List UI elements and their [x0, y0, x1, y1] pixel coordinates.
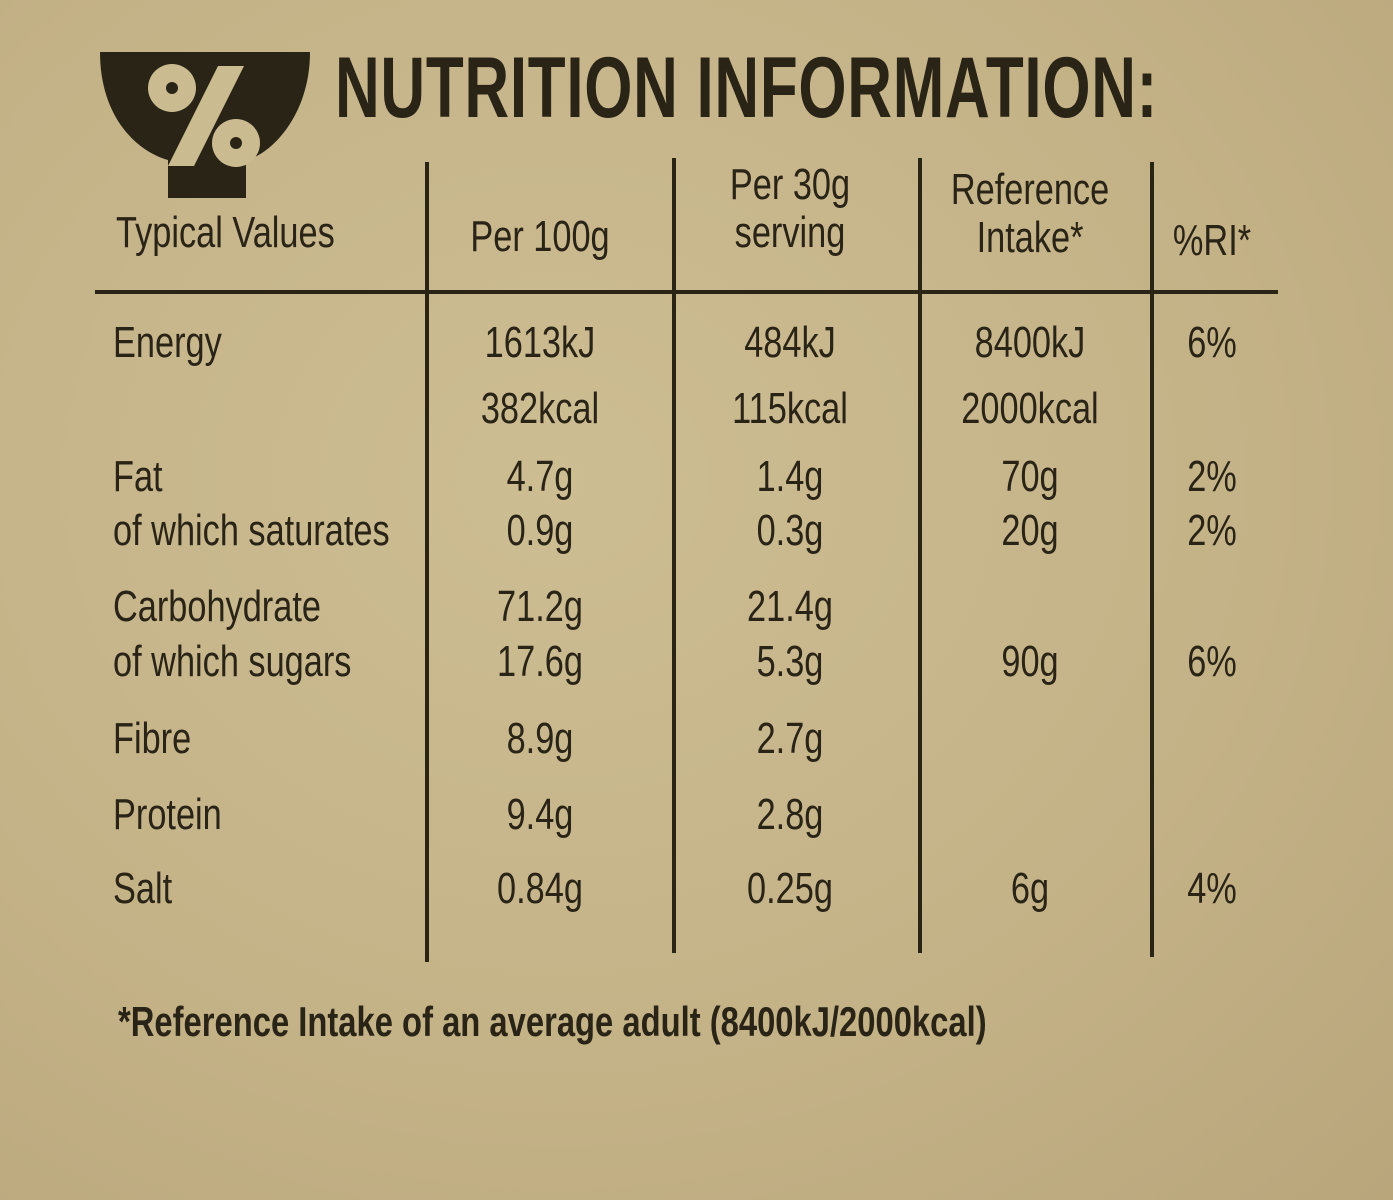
cell-pri: 4%: [1187, 864, 1237, 913]
column-divider: [425, 162, 429, 962]
column-divider: [918, 158, 922, 953]
cell-per30: 115kcal: [732, 384, 848, 433]
cell-ri: 2000kcal: [961, 384, 1099, 433]
cell-per100: 9.4g: [506, 790, 574, 839]
header-divider: [95, 290, 1278, 294]
row-label: Energy: [113, 318, 222, 367]
row-label: Salt: [113, 864, 173, 913]
header-percent-ri: %RI*: [1172, 216, 1252, 265]
row-label: Carbohydrate: [113, 582, 321, 631]
cell-pri: 2%: [1187, 506, 1237, 555]
cell-per30: 0.3g: [756, 506, 824, 555]
cell-per100: 382kcal: [480, 384, 600, 433]
header-typical-values: Typical Values: [116, 208, 335, 257]
row-label: of which saturates: [113, 506, 390, 555]
header-reference-intake: Reference: [950, 165, 1110, 214]
cell-per30: 0.25g: [747, 864, 833, 913]
cell-ri: 20g: [1001, 506, 1059, 555]
footnote: *Reference Intake of an average adult (8…: [118, 998, 987, 1045]
cell-per30: 484kJ: [744, 318, 836, 367]
cell-per30: 21.4g: [747, 582, 833, 631]
cell-pri: 6%: [1187, 637, 1237, 686]
cell-per30: 2.8g: [756, 790, 824, 839]
cell-per100: 17.6g: [497, 637, 583, 686]
header-per-30g: serving: [734, 208, 846, 257]
cell-per100: 4.7g: [506, 452, 574, 501]
cell-ri: 90g: [1001, 637, 1059, 686]
row-label: Fat: [113, 452, 163, 501]
cell-ri: 6g: [1010, 864, 1050, 913]
column-divider: [672, 158, 676, 953]
bowl-percent-icon: [100, 52, 310, 198]
cell-ri: 8400kJ: [974, 318, 1086, 367]
column-divider: [1150, 162, 1154, 957]
row-label: Fibre: [113, 714, 192, 763]
cell-per30: 5.3g: [756, 637, 824, 686]
cell-pri: 2%: [1187, 452, 1237, 501]
page-title: NUTRITION INFORMATION:: [335, 40, 1158, 136]
cell-per100: 1613kJ: [484, 318, 596, 367]
cell-per100: 0.84g: [497, 864, 583, 913]
header-per-100g: Per 100g: [470, 212, 610, 261]
header-reference-intake: Intake*: [976, 213, 1084, 262]
cell-per100: 71.2g: [497, 582, 583, 631]
cell-pri: 6%: [1187, 318, 1237, 367]
cell-per30: 1.4g: [756, 452, 824, 501]
cell-per100: 8.9g: [506, 714, 574, 763]
row-label: of which sugars: [113, 637, 352, 686]
header-per-30g: Per 30g: [729, 160, 851, 209]
cell-per30: 2.7g: [756, 714, 824, 763]
row-label: Protein: [113, 790, 222, 839]
cell-per100: 0.9g: [506, 506, 574, 555]
cell-ri: 70g: [1001, 452, 1059, 501]
